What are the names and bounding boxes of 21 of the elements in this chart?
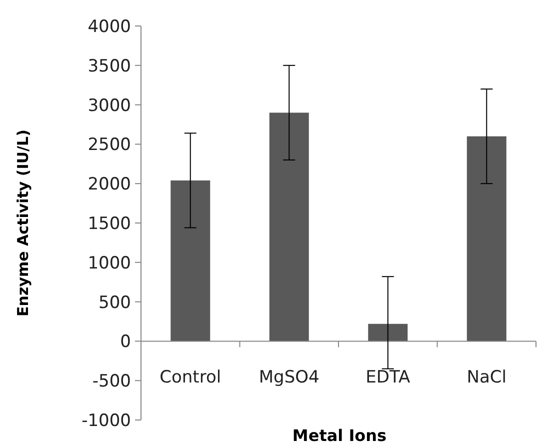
bar [170, 180, 210, 342]
x-tick-label: EDTA [366, 368, 411, 388]
y-tick-label: 0 [120, 332, 131, 352]
y-axis-title: Enzyme Activity (IU/L) [14, 130, 32, 316]
x-tick-label: NaCl [466, 368, 506, 388]
bar [466, 136, 506, 342]
x-axis-title: Metal Ions [292, 426, 387, 445]
bar [368, 324, 408, 342]
y-tick-label: 2500 [88, 135, 131, 156]
y-tick-label: 1000 [88, 253, 131, 274]
y-tick-label: 3000 [88, 96, 131, 116]
x-tick-label: MgSO4 [258, 368, 320, 388]
y-tick-label: 4000 [88, 16, 131, 37]
y-tick-label: -1000 [82, 410, 131, 431]
y-tick-label: 1500 [88, 214, 131, 234]
y-tick-label: 2000 [88, 174, 131, 195]
bar [269, 112, 309, 342]
y-tick-label: -500 [92, 372, 131, 392]
y-tick-label: 500 [98, 292, 131, 313]
y-tick-label: 3500 [88, 56, 131, 76]
x-tick-label: Control [160, 368, 222, 388]
